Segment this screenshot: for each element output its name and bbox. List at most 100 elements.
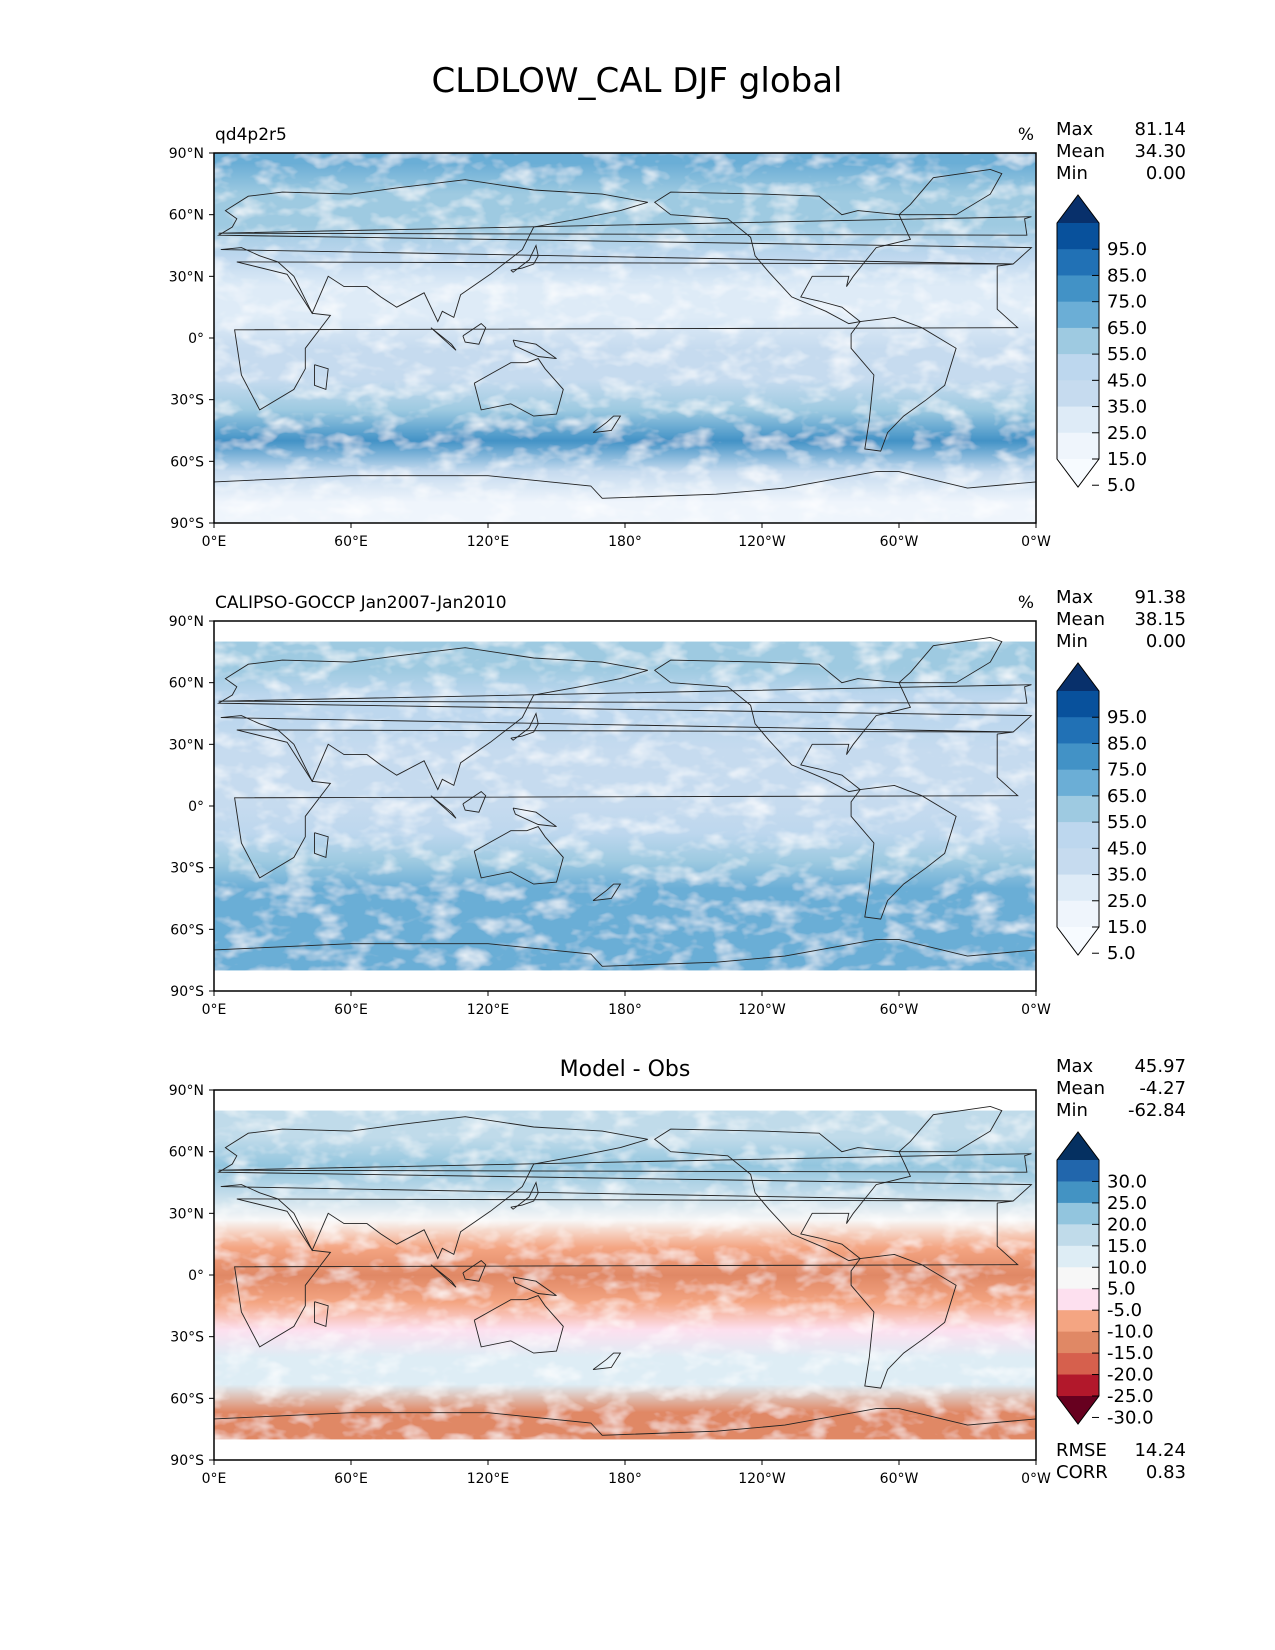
lat-tick-label: 30°S (170, 861, 204, 877)
coastline (592, 415, 622, 434)
colorbar-swatch (1057, 822, 1099, 849)
colorbar-swatch (1057, 717, 1099, 745)
colorbar-tick-label: 65.0 (1107, 318, 1147, 339)
colorbar-swatch (1057, 874, 1099, 902)
stat-value: 38.15 (1134, 609, 1186, 630)
panel-2-colorbar: 95.0 85.0 75.0 65.0 55.0 45.0 35.0 25.0 15.0 5.0 (1056, 662, 1147, 964)
colorbar-swatch (1057, 1331, 1099, 1354)
coastline (217, 1116, 1033, 1260)
panel-1-map-field (214, 153, 1036, 523)
panel-2-stats: Max 91.38 Mean 38.15 Min 0.00 (1056, 587, 1186, 652)
lat-tick-label: 60°N (169, 1145, 204, 1161)
lat-tick-label: 90°N (169, 1083, 204, 1099)
lon-tick-label: 60°E (334, 1002, 368, 1018)
lat-tick-label: 0° (188, 799, 204, 815)
colorbar-extend-bottom (1057, 1396, 1099, 1424)
stat-value: 34.30 (1134, 141, 1186, 162)
panel-1-lon-ticks: 0°E 60°E 120°E 180° 120°W 60°W 0°W (202, 523, 1051, 550)
colorbar-tick-label: -25.0 (1107, 1386, 1154, 1407)
panel-1-coastlines (213, 168, 1037, 499)
coastline (430, 1264, 457, 1288)
stat-label: Max (1056, 119, 1094, 140)
lon-tick-label: 180° (608, 1002, 642, 1018)
coastline (510, 244, 539, 273)
coastline (430, 795, 457, 819)
lat-tick-label: 90°S (170, 1453, 204, 1469)
coastline (473, 826, 564, 885)
coastline (218, 684, 1032, 704)
lat-tick-label: 90°N (169, 614, 204, 630)
panel-1-stats: Max 81.14 Mean 34.30 Min 0.00 (1056, 119, 1186, 184)
lat-tick-label: 30°N (169, 269, 204, 285)
colorbar-swatch (1057, 691, 1099, 718)
colorbar-swatch (1057, 406, 1099, 434)
coastline (512, 1276, 557, 1297)
colorbar-tick-label: 85.0 (1107, 733, 1147, 754)
colorbar-tick-label: 15.0 (1107, 1236, 1147, 1257)
lon-tick-label: 0°W (1021, 1002, 1051, 1018)
coastline (850, 784, 957, 920)
colorbar-swatch (1057, 1288, 1099, 1311)
panel-2-lon-ticks: 0°E 60°E 120°E 180° 120°W 60°W 0°W (202, 991, 1051, 1018)
panel-1-colorbar: 95.0 85.0 75.0 65.0 55.0 45.0 35.0 25.0 15.0 5.0 (1056, 194, 1147, 496)
panel-3-map-field (214, 1090, 1036, 1460)
stat-value: 91.38 (1134, 587, 1186, 608)
panel-1-lat-ticks: 90°N 60°N 30°N 0° 30°S 60°S 90°S (169, 146, 214, 532)
coastline (592, 1352, 622, 1371)
colorbar-swatch (1057, 354, 1099, 381)
coastline (512, 807, 557, 828)
coastline (653, 659, 912, 793)
colorbar-tick-label: -10.0 (1107, 1322, 1154, 1343)
panel-1-left-title: qd4p2r5 (215, 125, 287, 145)
map-data-field (214, 641, 1036, 971)
colorbar-tick-label: 25.0 (1107, 1193, 1147, 1214)
lat-tick-label: 90°N (169, 146, 204, 162)
colorbar-tick-label: -20.0 (1107, 1365, 1154, 1386)
lat-tick-label: 90°S (170, 984, 204, 1000)
panel-1: qd4p2r5 % 90°N 60°N 30°N 0° 30°S 60°S 90°S 0°E… (169, 119, 1186, 550)
stat-label: Mean (1056, 609, 1105, 630)
panel-3-extra-stats: RMSE 14.24 CORR 0.83 (1056, 1440, 1186, 1483)
colorbar-tick-label: 95.0 (1107, 707, 1147, 728)
colorbar-tick-label: 5.0 (1107, 1279, 1136, 1300)
colorbar-tick-label: 35.0 (1107, 397, 1147, 418)
colorbar-swatch (1057, 1224, 1099, 1247)
coastline (510, 712, 539, 741)
panel-3-coastlines (213, 1105, 1037, 1436)
colorbar-tick-label: 85.0 (1107, 265, 1147, 286)
coastline (234, 1198, 1019, 1348)
colorbar-swatch (1057, 432, 1099, 460)
colorbar-swatch (1057, 1353, 1099, 1376)
coastline (218, 216, 1032, 236)
coastline (314, 832, 329, 859)
lat-tick-label: 60°S (170, 454, 204, 470)
colorbar-tick-label: 5.0 (1107, 943, 1136, 964)
panel-2-lat-ticks: 90°N 60°N 30°N 0° 30°S 60°S 90°S (169, 614, 214, 1000)
colorbar-extend-top (1057, 1132, 1099, 1160)
coastline (473, 1295, 564, 1354)
colorbar-swatch (1057, 380, 1099, 408)
lat-tick-label: 0° (188, 331, 204, 347)
coastline (218, 1153, 1032, 1173)
coastline (898, 168, 1003, 216)
lat-tick-label: 90°S (170, 516, 204, 532)
colorbar-tick-label: 35.0 (1107, 865, 1147, 886)
lon-tick-label: 0°E (202, 1002, 227, 1018)
lon-tick-label: 60°W (880, 1002, 919, 1018)
panel-3-center-title: Model - Obs (560, 1057, 691, 1082)
colorbar-swatch (1057, 275, 1099, 303)
lon-tick-label: 120°W (738, 534, 786, 550)
coastline (430, 327, 457, 351)
coastline (898, 1105, 1003, 1153)
stat-value: 81.14 (1134, 119, 1186, 140)
lon-tick-label: 0°E (202, 1471, 227, 1487)
colorbar-tick-label: 45.0 (1107, 838, 1147, 859)
panel-3-colorbar: 30.025.020.015.010.05.0-5.0-10.0-15.0-20… (1056, 1131, 1154, 1428)
stat-label: Max (1056, 1056, 1094, 1077)
lon-tick-label: 180° (608, 1471, 642, 1487)
colorbar-swatch (1057, 1245, 1099, 1268)
panel-2-units: % (1018, 593, 1034, 613)
coastline (653, 191, 912, 325)
panel-3-stats: Max 45.97 Mean -4.27 Min -62.84 (1056, 1056, 1186, 1121)
extra-stat-label: CORR (1056, 1462, 1108, 1483)
